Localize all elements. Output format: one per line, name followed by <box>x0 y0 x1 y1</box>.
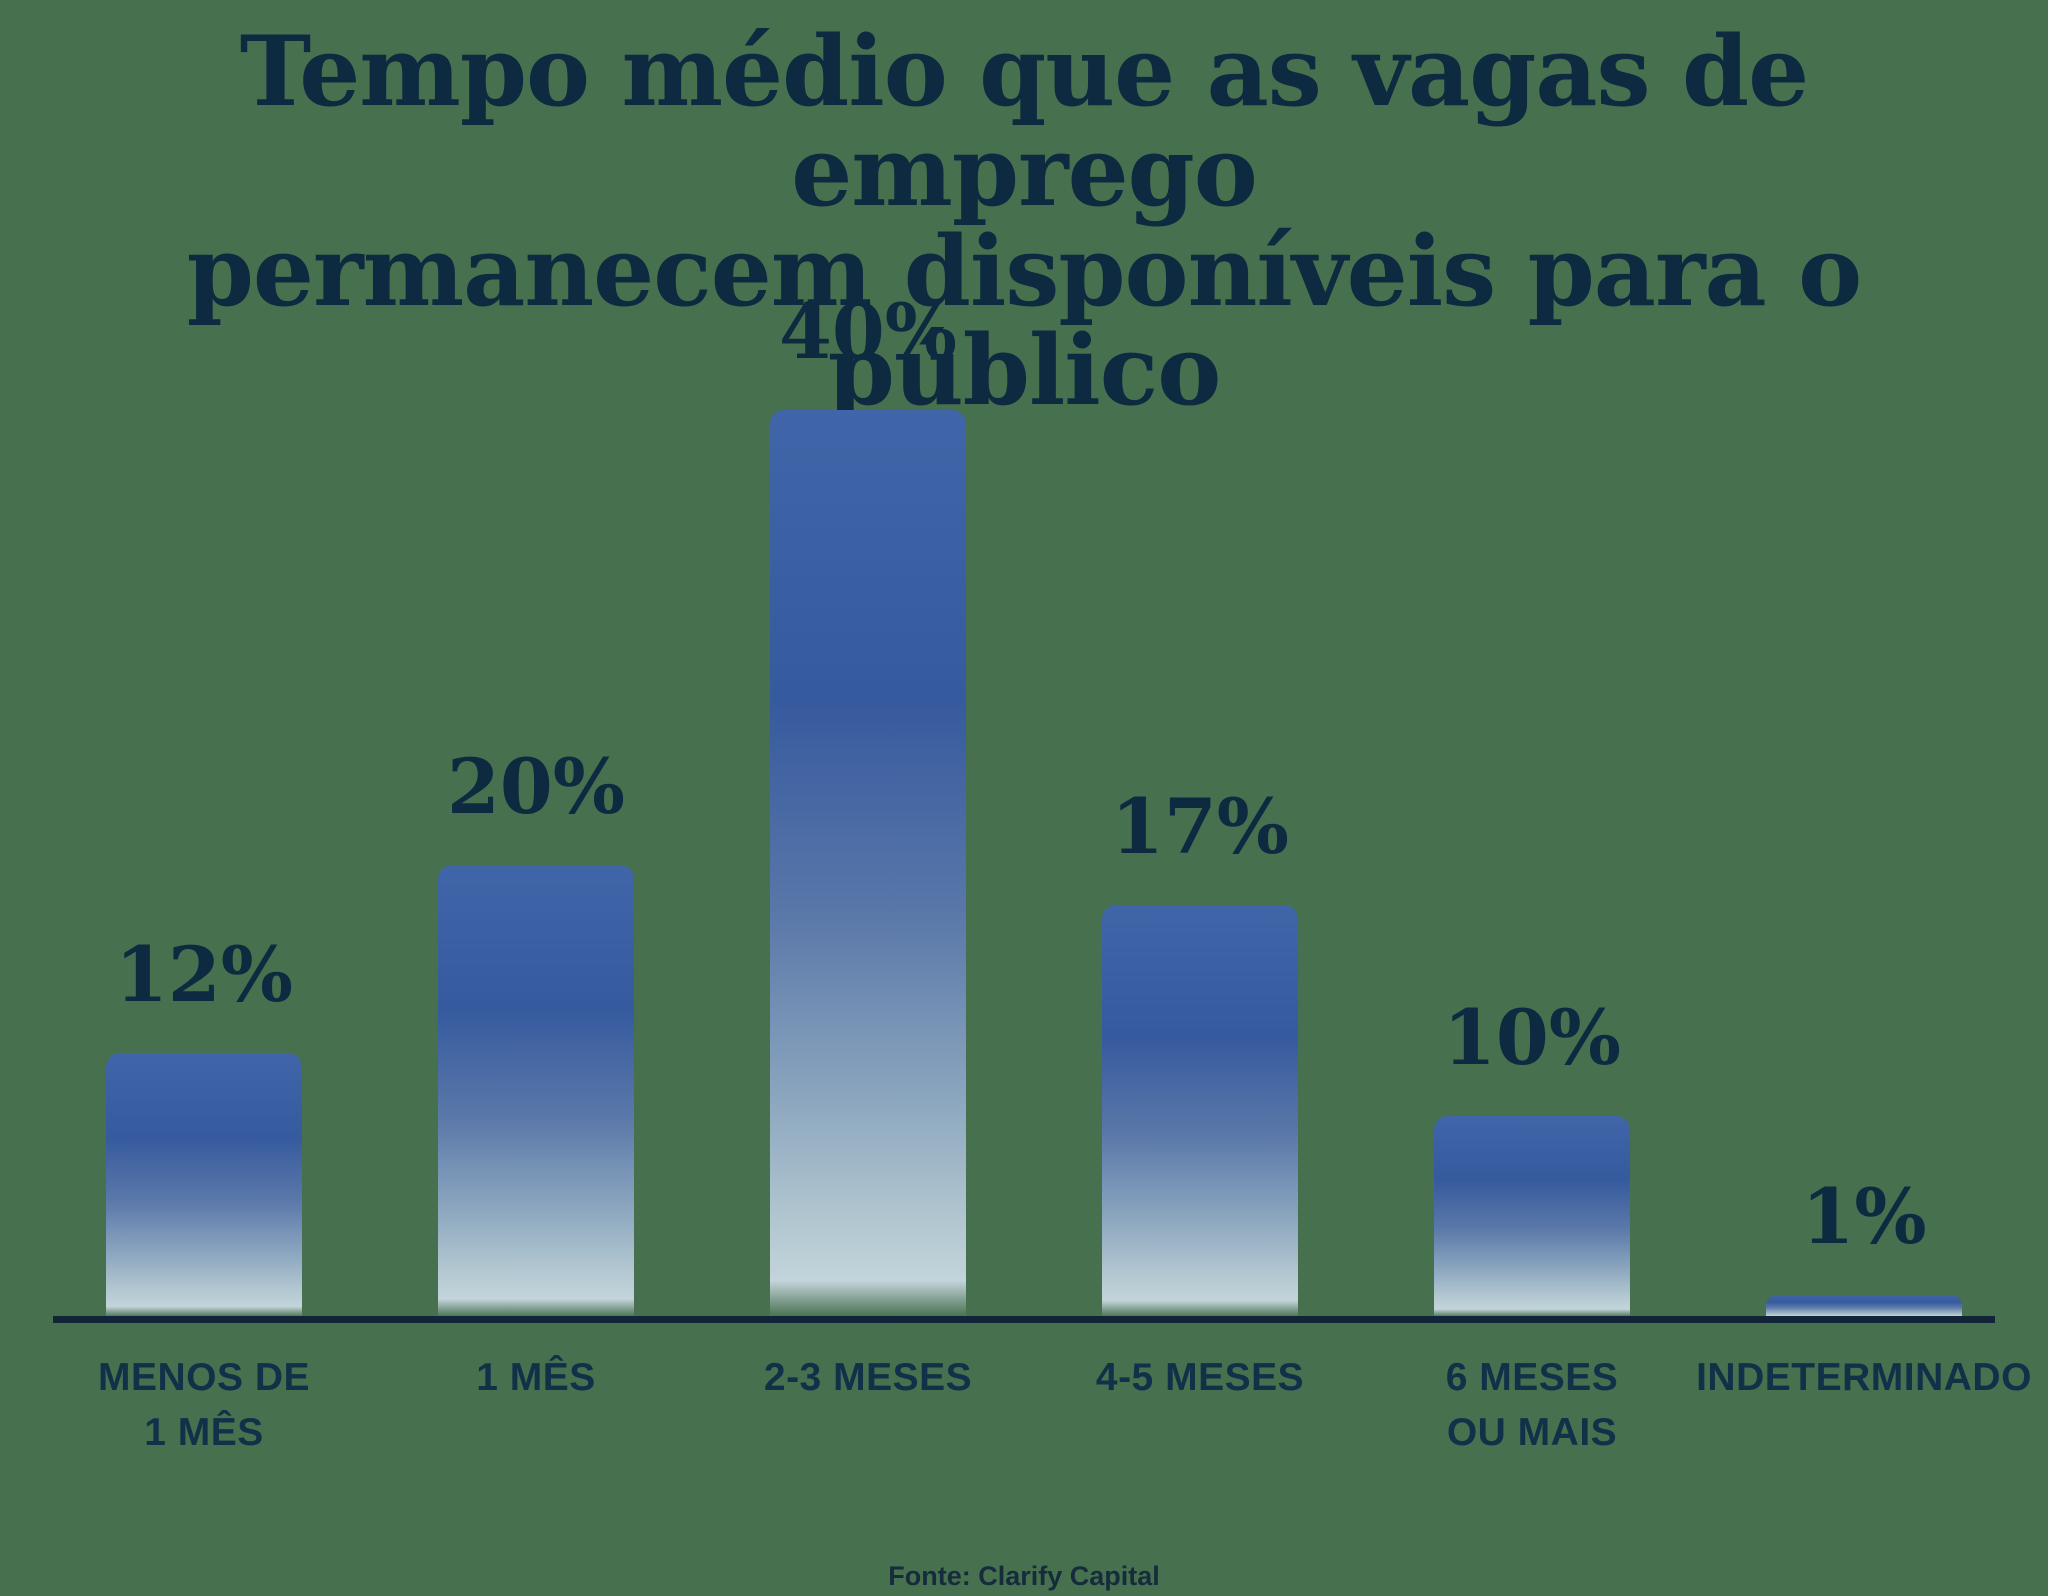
bar-indeterminado <box>1766 1295 1962 1317</box>
bar-category-label-1-mes: 1 MÊS <box>476 1356 596 1399</box>
bar-category-label-2-3-meses: 2-3 MESES <box>763 1356 973 1399</box>
chart-title: Tempo médio que as vagas de emprego perm… <box>186 15 1862 428</box>
bar-value-label-4-5-meses: 17% <box>1111 782 1289 871</box>
bar-6-meses-ou-mais <box>1434 1116 1630 1317</box>
bar-value-label-6-meses-ou-mais: 10% <box>1443 993 1621 1082</box>
bar-2-3-meses <box>770 410 966 1317</box>
bar-value-label-indeterminado: 1% <box>1801 1172 1927 1261</box>
bar-category-label-indeterminado: INDETERMINADO <box>1696 1356 2032 1399</box>
bar-menos-de-1-mes <box>106 1053 302 1317</box>
x-axis-line <box>53 1316 1995 1323</box>
source-caption: Fonte: Clarify Capital <box>888 1561 1160 1591</box>
bar-value-label-menos-de-1-mes: 12% <box>115 930 293 1019</box>
bar-category-label-4-5-meses: 4-5 MESES <box>1095 1356 1305 1399</box>
bar-category-label-6-meses-ou-mais: 6 MESES OU MAIS <box>1445 1356 1619 1455</box>
bar-value-label-2-3-meses: 40% <box>779 287 957 376</box>
bar-value-label-1-mes: 20% <box>447 742 625 831</box>
bar-4-5-meses <box>1102 905 1298 1317</box>
bar-category-label-menos-de-1-mes: MENOS DE 1 MÊS <box>97 1356 311 1455</box>
bar-1-mes <box>438 865 634 1317</box>
